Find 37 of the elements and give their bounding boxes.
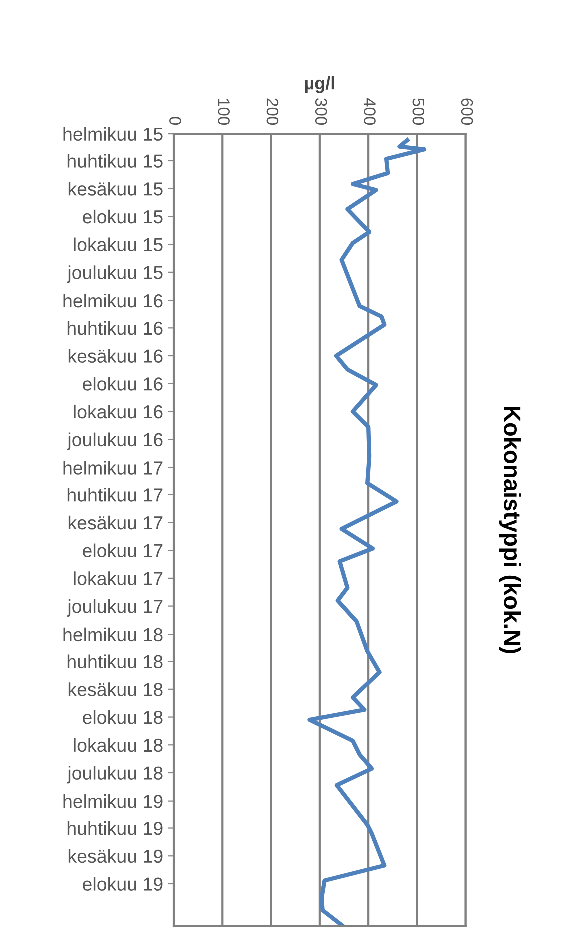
y-tick-label: lokakuu 18 [74, 738, 163, 752]
y-tick-label: kesäkuu 16 [68, 349, 163, 363]
x-tick-label: 600 [461, 98, 474, 126]
x-tick-label: 100 [218, 99, 230, 126]
y-tick-label: helmikuu 15 [64, 127, 163, 142]
x-tick-label: 200 [266, 98, 279, 126]
y-tick-label: kesäkuu 15 [68, 182, 163, 196]
y-tick-label: lokakuu 15 [74, 238, 163, 252]
y-tick-label: huhtikuu 17 [68, 488, 163, 502]
y-tick-label: joulukuu 17 [67, 600, 163, 617]
x-tick-label: 400 [364, 98, 376, 126]
y-tick-label: huhtikuu 16 [68, 321, 163, 336]
y-tick-label: helmikuu 18 [64, 628, 163, 642]
y-tick-label: huhtikuu 19 [68, 821, 163, 836]
y-tick-label: kesäkuu 17 [68, 516, 163, 530]
y-tick-label: kesäkuu 19 [68, 849, 163, 864]
y-tick-label: helmikuu 17 [64, 461, 163, 475]
y-tick-label: lokakuu 16 [74, 404, 163, 419]
y-tick-label: elokuu 15 [83, 210, 163, 224]
y-tick-label: helmikuu 19 [64, 794, 163, 808]
y-tick-label: joulukuu 15 [67, 266, 163, 284]
y-tick-label: elokuu 19 [83, 877, 163, 891]
y-tick-label: joulukuu 16 [67, 432, 163, 450]
y-tick-label: joulukuu 18 [67, 766, 163, 784]
text: Kokonaistyppi (kok.N) [499, 406, 522, 654]
x-tick-label: 300 [315, 98, 328, 126]
y-tick-label: elokuu 16 [83, 377, 163, 391]
y-tick-label: elokuu 18 [83, 710, 163, 724]
y-tick-label: kesäkuu 18 [68, 682, 163, 696]
x-tick-label: 500 [412, 98, 425, 126]
y-tick-label: huhtikuu 18 [68, 654, 163, 669]
y-tick-label: elokuu 17 [83, 544, 163, 558]
y-tick-label: helmikuu 16 [64, 294, 163, 308]
x-axis-title: µg/l [305, 76, 334, 94]
x-tick-label: 0 [170, 117, 182, 126]
y-tick-label: lokakuu 17 [74, 572, 163, 586]
y-tick-label: huhtikuu 15 [68, 154, 163, 168]
